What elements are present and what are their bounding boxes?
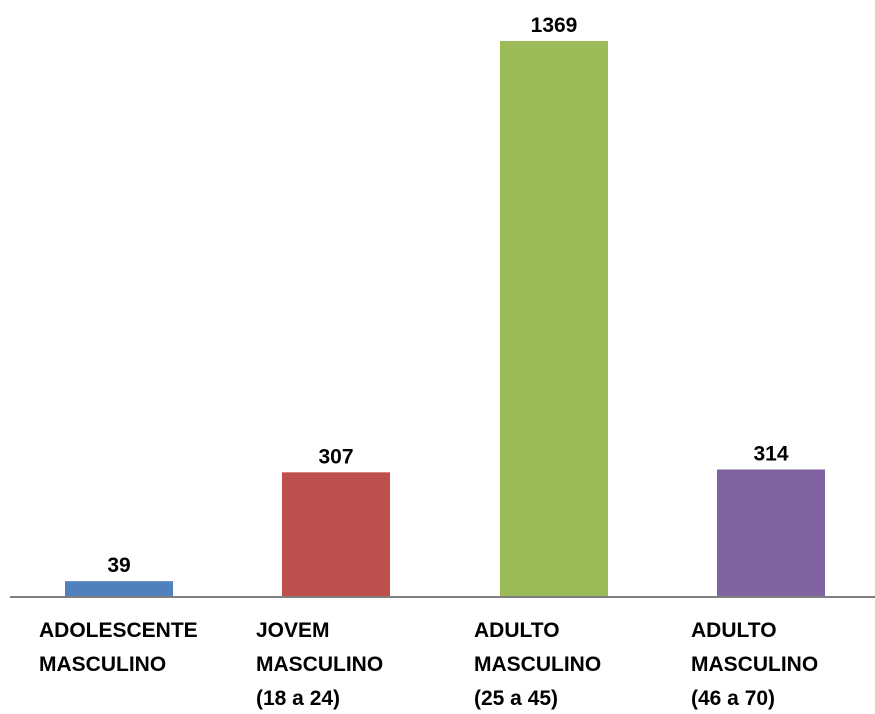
category-label-0-line-0: ADOLESCENTE xyxy=(39,619,198,642)
category-label-3-line-2: (46 a 70) xyxy=(691,687,775,710)
category-label-2-line-1: MASCULINO xyxy=(474,653,601,676)
category-label-3: ADULTO MASCULINO (46 a 70) xyxy=(691,619,818,710)
data-label-2: 1369 xyxy=(531,14,578,37)
category-label-3-line-1: MASCULINO xyxy=(691,653,818,676)
category-label-0-line-1: MASCULINO xyxy=(39,653,166,676)
category-label-2-line-2: (25 a 45) xyxy=(474,687,558,710)
bar-0 xyxy=(65,581,173,597)
category-label-3-line-0: ADULTO xyxy=(691,619,777,642)
value-labels-layer: 39 307 1369 314 xyxy=(107,14,789,577)
category-label-1-line-2: (18 a 24) xyxy=(256,687,340,710)
category-label-2-line-0: ADULTO xyxy=(474,619,560,642)
data-label-0: 39 xyxy=(107,554,130,577)
data-label-3: 314 xyxy=(753,442,788,465)
category-label-0: ADOLESCENTE MASCULINO xyxy=(39,619,198,676)
category-label-1-line-1: MASCULINO xyxy=(256,653,383,676)
bar-2 xyxy=(500,41,608,597)
bars-layer xyxy=(65,41,825,597)
category-label-2: ADULTO MASCULINO (25 a 45) xyxy=(474,619,601,710)
category-labels-layer: ADOLESCENTE MASCULINO JOVEM MASCULINO (18 a … xyxy=(39,619,818,710)
category-label-1: JOVEM MASCULINO (18 a 24) xyxy=(256,619,383,710)
category-label-1-line-0: JOVEM xyxy=(256,619,330,642)
bar-3 xyxy=(717,469,825,597)
data-label-1: 307 xyxy=(318,445,353,468)
bar-1 xyxy=(282,472,390,597)
